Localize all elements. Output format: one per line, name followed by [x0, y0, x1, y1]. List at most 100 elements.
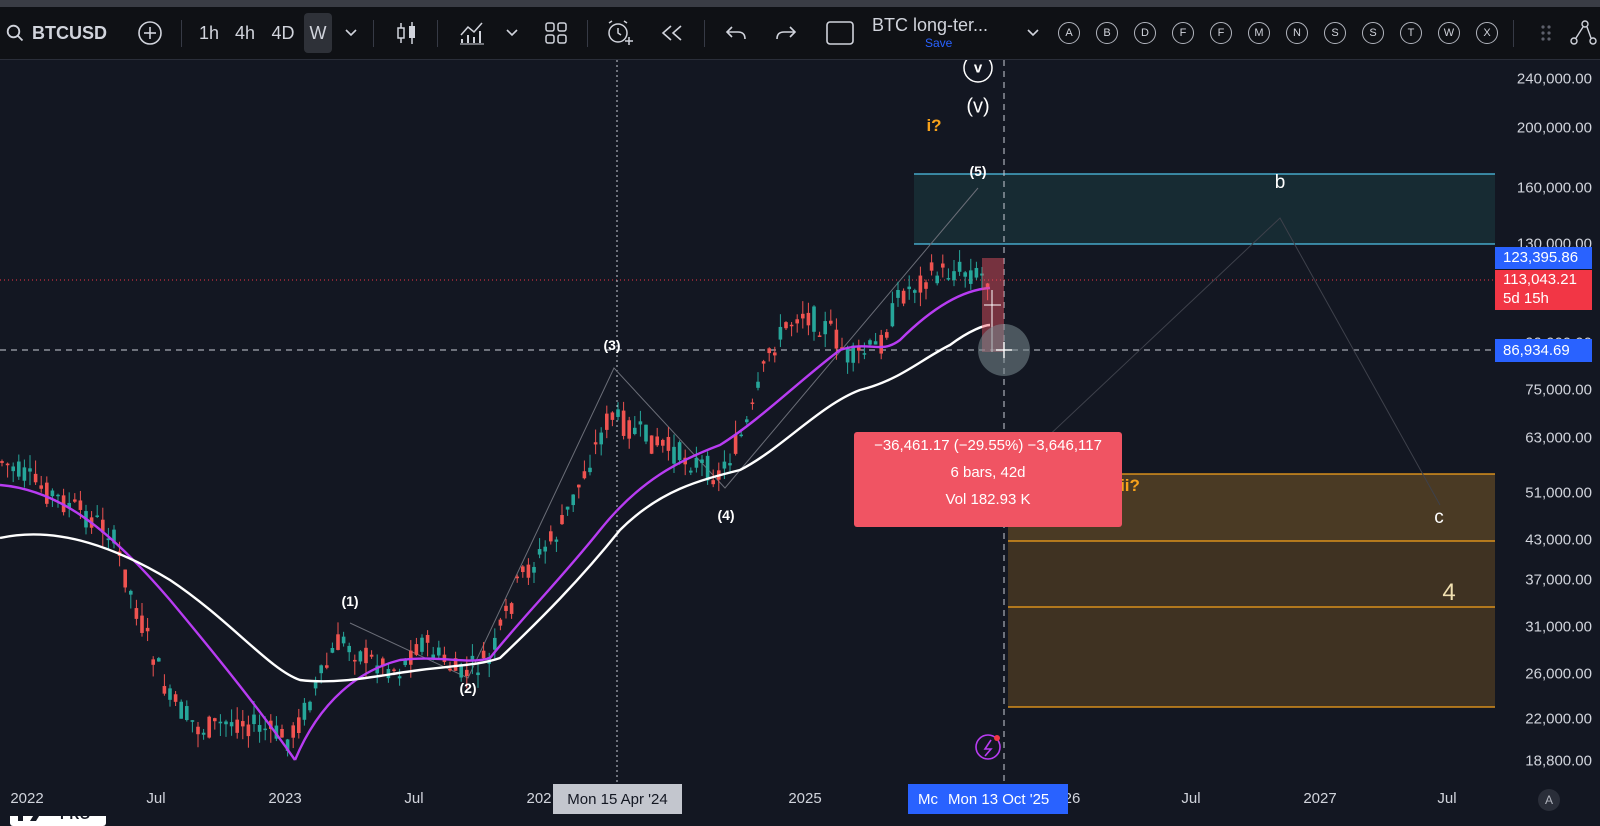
symbol-search[interactable]: BTCUSD [32, 22, 107, 43]
interval-4h[interactable]: 4h [234, 22, 256, 43]
candle-body [560, 515, 564, 525]
candle-body [834, 329, 839, 349]
candle-body [173, 694, 178, 702]
candle-body [190, 720, 195, 722]
candle-body [129, 590, 133, 595]
candle-body [565, 506, 570, 510]
search-icon[interactable] [4, 7, 26, 59]
slow-moving-average[interactable] [0, 323, 991, 683]
wave-label-b[interactable]: b [1274, 172, 1286, 193]
candle-body [397, 676, 402, 679]
wave-label-1[interactable]: (1) [341, 593, 359, 609]
wave-label-i[interactable]: i? [926, 116, 942, 135]
wave-label-ii[interactable]: ii? [1120, 476, 1140, 495]
candle-body [845, 347, 850, 363]
time-axis[interactable]: 2022 Jul 2023 Jul 202 2025 26 Jul 2027 J… [0, 782, 1600, 816]
interval-1h[interactable]: 1h [198, 22, 220, 43]
chevron-down-icon[interactable] [1024, 7, 1042, 59]
network-icon[interactable] [1568, 7, 1598, 59]
price-chart[interactable] [0, 53, 1495, 782]
candle-body [784, 322, 788, 329]
lightning-icon[interactable] [975, 734, 1001, 760]
wave-label-v[interactable]: (v) [966, 95, 990, 118]
layout-icon[interactable] [825, 7, 855, 59]
candle-body [465, 669, 469, 677]
interval-w-active[interactable]: W [304, 13, 332, 53]
price-axis[interactable]: 240,000.00 200,000.00 160,000.00 130,000… [1495, 60, 1600, 782]
layout-title[interactable]: BTC long-ter... [872, 15, 989, 35]
letter-button-f[interactable]: F [1172, 22, 1194, 44]
fast-moving-average[interactable] [293, 286, 991, 761]
wave-label-4-degree[interactable]: 4 [1442, 579, 1456, 606]
candle-body [218, 721, 223, 724]
candle-body [28, 468, 32, 472]
alert-icon[interactable] [605, 7, 635, 59]
candle-body [509, 603, 514, 614]
candle-body [773, 352, 777, 356]
letter-button-w[interactable]: W [1438, 22, 1460, 44]
upper-target-zone[interactable] [914, 174, 1495, 244]
save-button[interactable]: Save [925, 36, 953, 50]
chevron-down-icon[interactable] [503, 7, 521, 59]
candle-body [414, 644, 419, 655]
letter-button-b[interactable]: B [1096, 22, 1118, 44]
letter-button-s[interactable]: S [1362, 22, 1384, 44]
candle-body [644, 424, 648, 442]
indicators-icon[interactable] [458, 7, 486, 59]
redo-icon[interactable] [773, 7, 799, 59]
undo-icon[interactable] [723, 7, 749, 59]
candle-body [470, 655, 475, 661]
candle-body [806, 312, 811, 326]
candle-body [201, 732, 206, 735]
separator [437, 20, 438, 47]
letter-button-d[interactable]: D [1134, 22, 1156, 44]
letter-button-m[interactable]: M [1248, 22, 1270, 44]
candle-body [795, 319, 799, 324]
candle-body [224, 721, 228, 725]
projection-line[interactable] [1007, 217, 1441, 506]
candle-body [409, 650, 413, 665]
separator [587, 20, 588, 47]
auto-scale-button[interactable]: A [1538, 789, 1560, 811]
wave-label-4[interactable]: (4) [717, 507, 735, 523]
candle-body [0, 461, 4, 463]
candlestick-series[interactable] [0, 250, 990, 757]
letter-button-s[interactable]: S [1324, 22, 1346, 44]
candles-icon[interactable] [394, 7, 420, 59]
wave-label-3[interactable]: (3) [603, 337, 621, 353]
candle-body [857, 345, 861, 351]
candle-body [425, 634, 430, 643]
candle-body [733, 434, 738, 454]
drag-handle-icon[interactable] [1538, 7, 1554, 59]
candle-body [829, 320, 833, 324]
replay-icon[interactable] [659, 7, 685, 59]
letter-button-x[interactable]: X [1476, 22, 1498, 44]
letter-button-f[interactable]: F [1210, 22, 1232, 44]
templates-icon[interactable] [543, 7, 569, 59]
separator [181, 20, 182, 47]
crosshair-date-text: Mon 13 Oct '25 [948, 790, 1050, 808]
candle-body [778, 326, 783, 340]
letter-button-a[interactable]: A [1058, 22, 1080, 44]
fast-moving-average[interactable] [0, 483, 296, 761]
add-symbol-icon[interactable] [136, 7, 164, 59]
candle-body [605, 413, 609, 430]
wave-label-v-circled[interactable]: v [973, 59, 983, 77]
letter-button-n[interactable]: N [1286, 22, 1308, 44]
candle-body [918, 275, 923, 293]
letter-button-t[interactable]: T [1400, 22, 1422, 44]
wave-label-c[interactable]: c [1434, 507, 1444, 528]
candle-body [5, 463, 10, 466]
candle-body [179, 701, 183, 719]
chevron-down-icon[interactable] [340, 7, 362, 59]
wave-label-2[interactable]: (2) [459, 680, 477, 696]
candle-body [196, 726, 200, 735]
candle-body [140, 615, 144, 633]
candle-body [851, 345, 855, 363]
candle-body [297, 717, 301, 733]
candle-body [627, 420, 631, 439]
candle-body [599, 432, 603, 445]
wave-label-5[interactable]: (5) [969, 163, 987, 179]
chart-pane[interactable]: v (v) i? (5) (3) (4) (1) (2) a ii? b c 4… [0, 53, 1495, 826]
interval-4d[interactable]: 4D [271, 22, 295, 43]
